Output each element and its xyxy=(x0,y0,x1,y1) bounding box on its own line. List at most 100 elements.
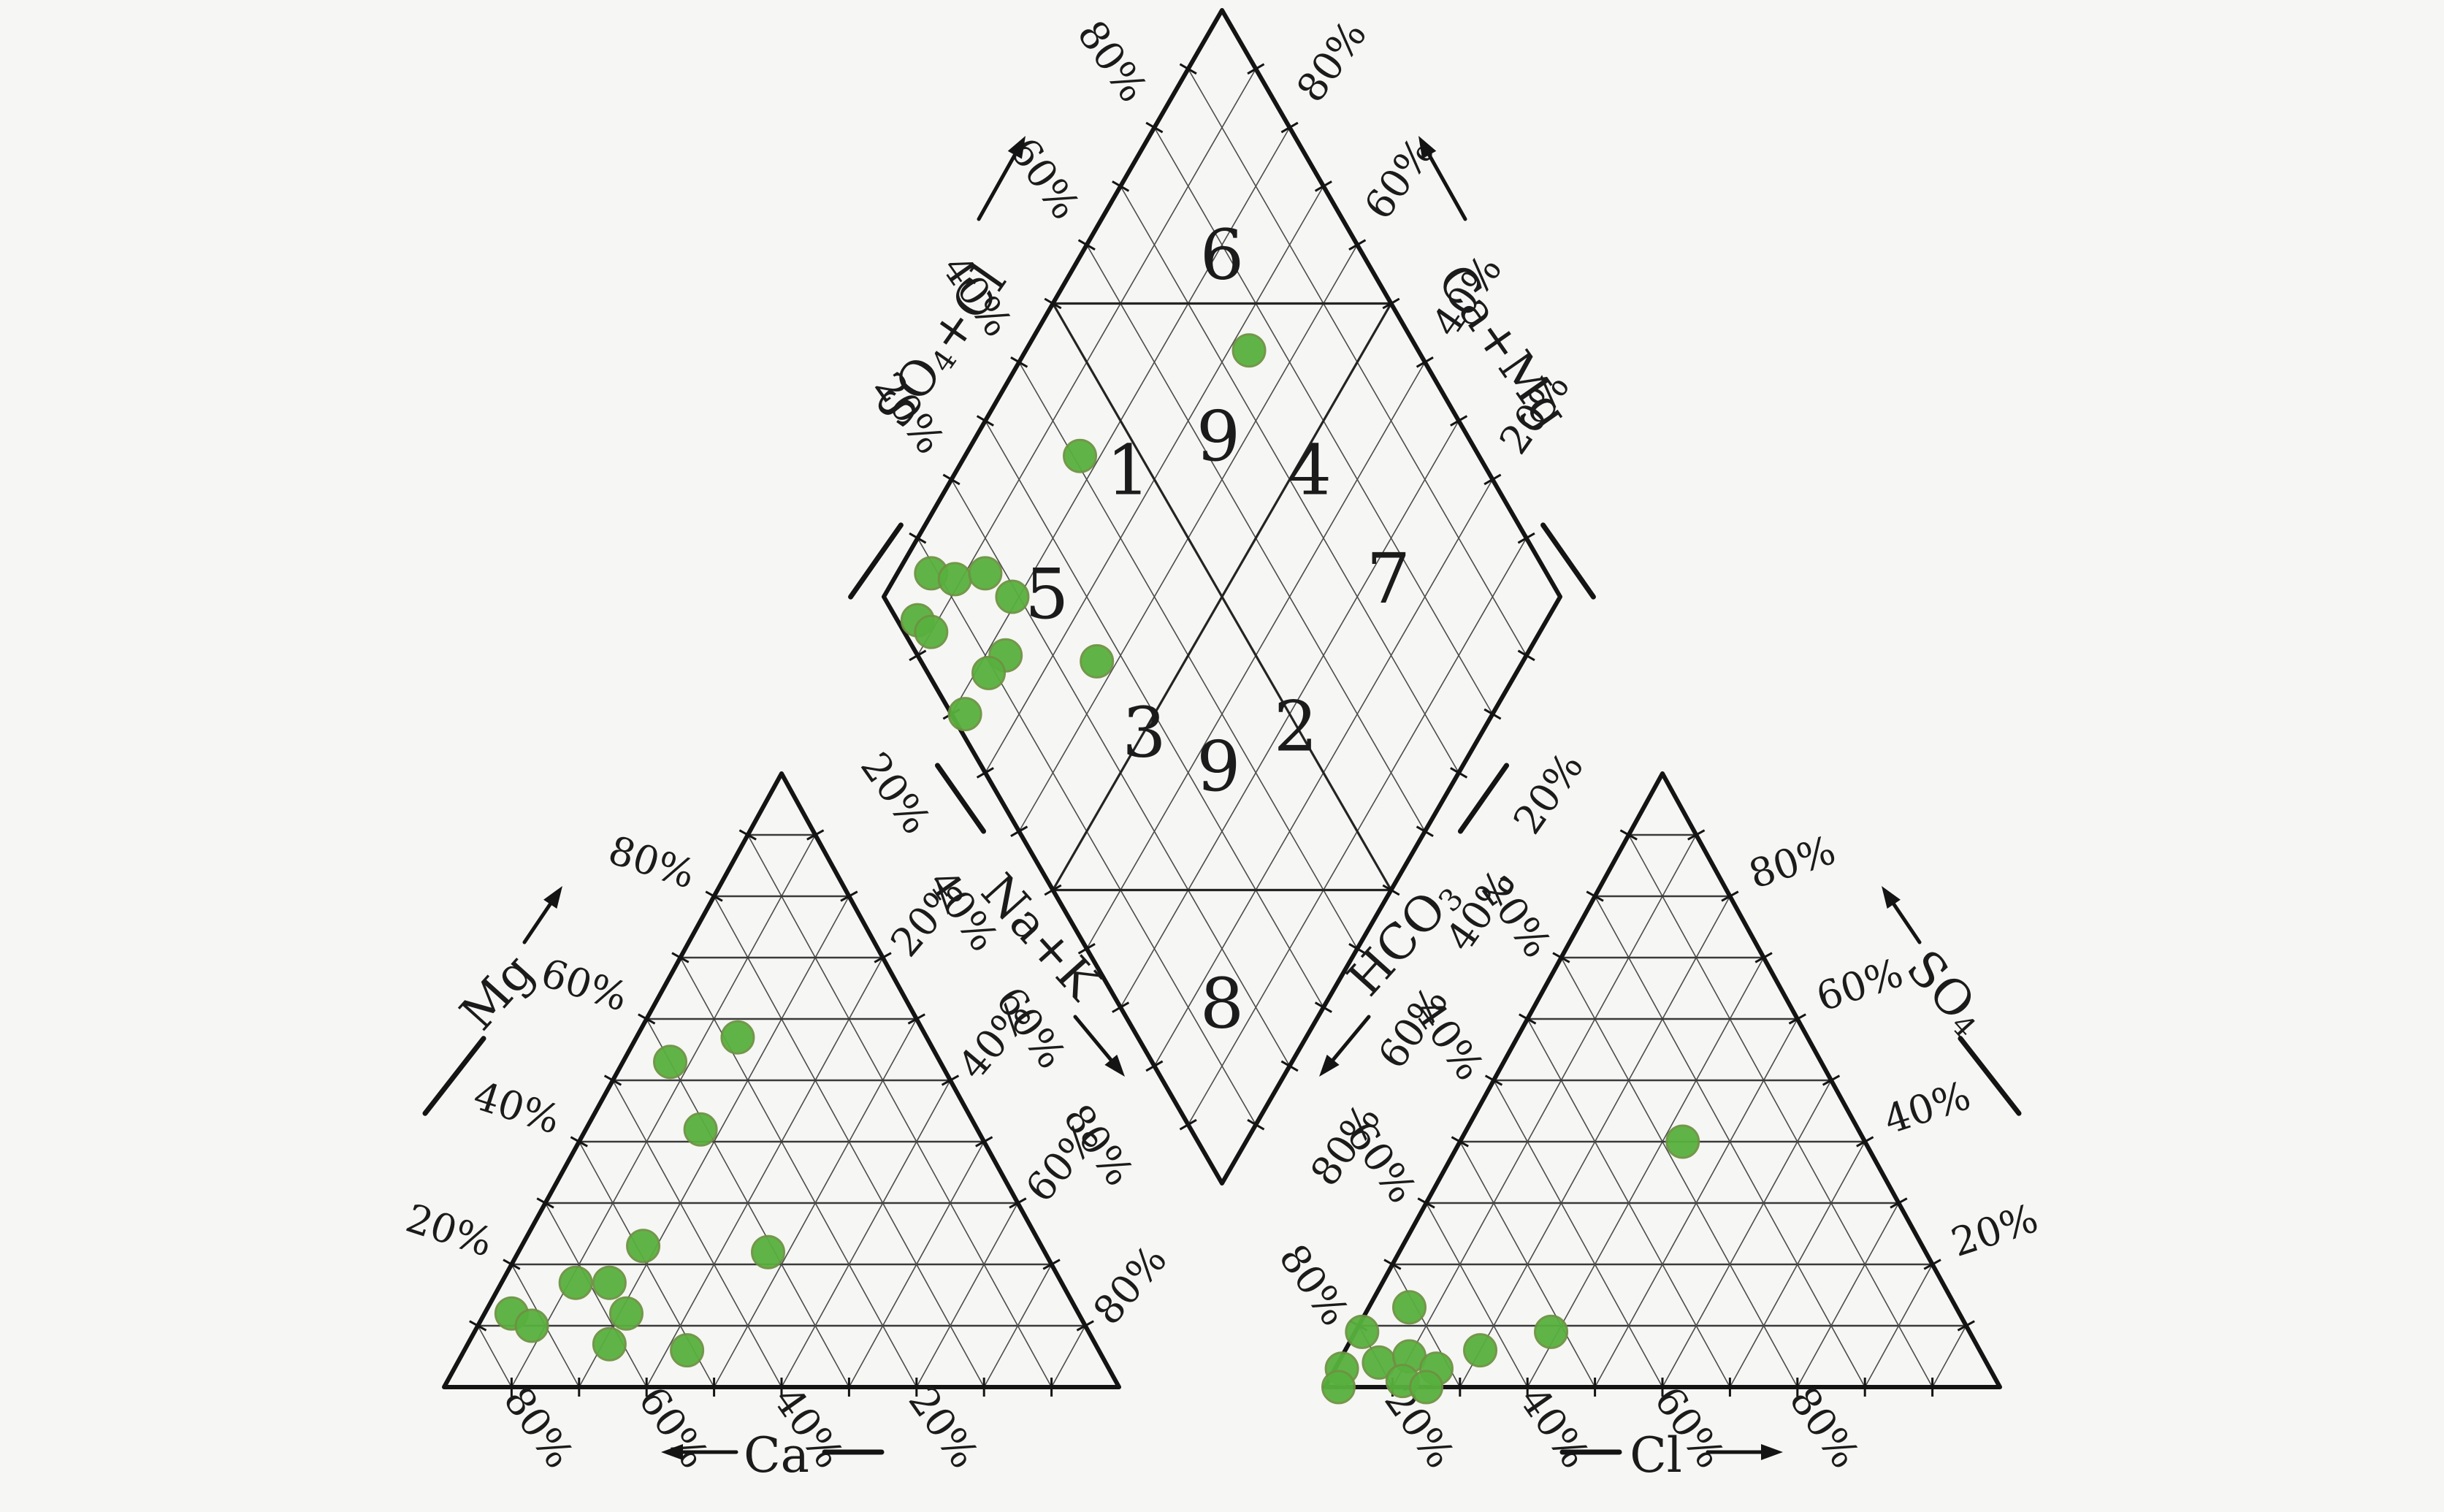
edge-tick xyxy=(570,1136,588,1148)
diamond-sample-point xyxy=(1080,644,1115,679)
hco3-axis-title-dash xyxy=(1457,763,1510,834)
mg-tick-label: 40% xyxy=(468,1072,566,1142)
diamond-sample-point xyxy=(914,614,949,649)
cation-grid-line xyxy=(983,1264,1053,1388)
mg-axis-title-dash xyxy=(422,1036,486,1116)
cation-grid-line xyxy=(646,957,884,1388)
cation-grid-line xyxy=(848,1141,985,1388)
edge-tick xyxy=(1416,825,1434,837)
anion-grid-line xyxy=(1527,957,1765,1388)
edge-tick xyxy=(1247,1118,1265,1131)
nak-axis-title-dash xyxy=(934,763,987,834)
cation-sample-point xyxy=(653,1045,688,1080)
anion-grid-line xyxy=(1729,1141,1866,1388)
edge-tick xyxy=(638,1013,656,1025)
cation-sample-point xyxy=(592,1326,627,1362)
cation-sample-point xyxy=(670,1333,705,1368)
zone-number-8: 8 xyxy=(1200,963,1244,1044)
anion-sample-point xyxy=(1409,1370,1444,1405)
edge-tick xyxy=(1010,825,1028,837)
so4cl-axis-title-arrow-icon xyxy=(977,136,1026,221)
anion-sample-point xyxy=(1345,1314,1380,1349)
edge-tick xyxy=(1417,1197,1435,1209)
mg-tick-label: 80% xyxy=(603,826,701,897)
mg-tick-label: 60% xyxy=(535,949,633,1020)
cation-grid-line xyxy=(1050,1325,1086,1388)
edge-tick xyxy=(907,1013,925,1025)
so4-tick-label: 60% xyxy=(1811,949,1909,1020)
edge-tick xyxy=(1519,1013,1537,1025)
edge-tick xyxy=(1382,884,1400,896)
edge-tick xyxy=(1957,1320,1975,1332)
edge-tick xyxy=(469,1320,487,1332)
nak-diamond-tick-label: 20% xyxy=(852,744,939,841)
so4-tick-label: 40% xyxy=(1878,1072,1976,1142)
anion-grid-line xyxy=(1797,1202,1900,1388)
edge-tick xyxy=(1890,1197,1908,1209)
cation-grid-line xyxy=(916,1202,1019,1388)
diamond-sample-point xyxy=(1231,333,1267,368)
nak-axis-title-arrow-icon xyxy=(1073,1015,1125,1077)
anion-grid-line xyxy=(1864,1264,1933,1388)
cation-grid-line xyxy=(679,957,917,1388)
zone-number-4: 4 xyxy=(1288,430,1332,511)
edge-tick xyxy=(1010,356,1028,368)
edge-tick xyxy=(738,829,757,841)
edge-tick xyxy=(1788,1013,1806,1025)
cation-grid-line xyxy=(612,1080,782,1388)
edge-ticks xyxy=(469,63,1975,1397)
cation-sample-point xyxy=(514,1308,549,1343)
edge-tick xyxy=(1112,1001,1130,1013)
ca-tick-label: 20% xyxy=(900,1378,988,1476)
edge-tick xyxy=(1348,943,1367,955)
camg-axis-title-arrow-icon xyxy=(1418,136,1467,221)
diamond-sample-point xyxy=(937,562,972,597)
edge-tick xyxy=(1077,943,1096,955)
so4-axis-title-arrow-icon xyxy=(1882,886,1922,944)
zone-number-5: 5 xyxy=(1025,554,1069,635)
anion-grid-line xyxy=(1459,1141,1596,1388)
zone-number-1: 1 xyxy=(1107,430,1150,511)
edge-tick xyxy=(1179,1118,1197,1131)
edge-tick xyxy=(1856,1136,1874,1148)
anion-sample-point xyxy=(1321,1370,1356,1405)
anion-grid-line xyxy=(1628,834,1933,1388)
diamond-sample-point xyxy=(968,556,1003,591)
edge-tick xyxy=(1484,1074,1503,1086)
cation-sample-point xyxy=(592,1265,627,1300)
cation-sample-point xyxy=(683,1112,718,1147)
edge-tick xyxy=(536,1197,554,1209)
edge-tick xyxy=(1280,1060,1299,1072)
zone-number-9: 9 xyxy=(1196,727,1240,807)
cl-tick-label: 80% xyxy=(1781,1378,1868,1476)
edge-tick xyxy=(941,1074,960,1086)
edge-tick xyxy=(806,829,825,841)
so4cl-axis-title-dash xyxy=(848,522,904,600)
mg-axis-title: Mg xyxy=(449,943,545,1040)
edge-tick xyxy=(840,890,858,902)
cation-sample-point xyxy=(558,1265,593,1300)
camg-axis-title-dash xyxy=(1540,522,1596,600)
edge-tick xyxy=(503,1259,521,1270)
edge-tick xyxy=(976,767,994,779)
cation-grid-line xyxy=(511,834,816,1388)
mg-axis-title-arrow-icon xyxy=(522,886,562,944)
anion-sample-point xyxy=(1392,1290,1427,1325)
so4cl-tick-label: 80% xyxy=(1069,12,1156,110)
anion-grid-line xyxy=(1662,1080,1832,1388)
so4cl-tick-label: 60% xyxy=(1001,129,1089,227)
zone-number-3: 3 xyxy=(1122,692,1166,773)
diamond-sample-point xyxy=(947,697,982,732)
cation-grid-line xyxy=(544,1202,647,1388)
cation-sample-point xyxy=(608,1296,644,1331)
anion-grid-line xyxy=(1391,834,1697,1388)
diamond-sample-point xyxy=(995,579,1030,614)
edge-tick xyxy=(1280,121,1299,134)
edge-tick xyxy=(1586,890,1604,902)
edge-tick xyxy=(1687,829,1706,841)
so4-tick-label: 80% xyxy=(1744,826,1841,897)
